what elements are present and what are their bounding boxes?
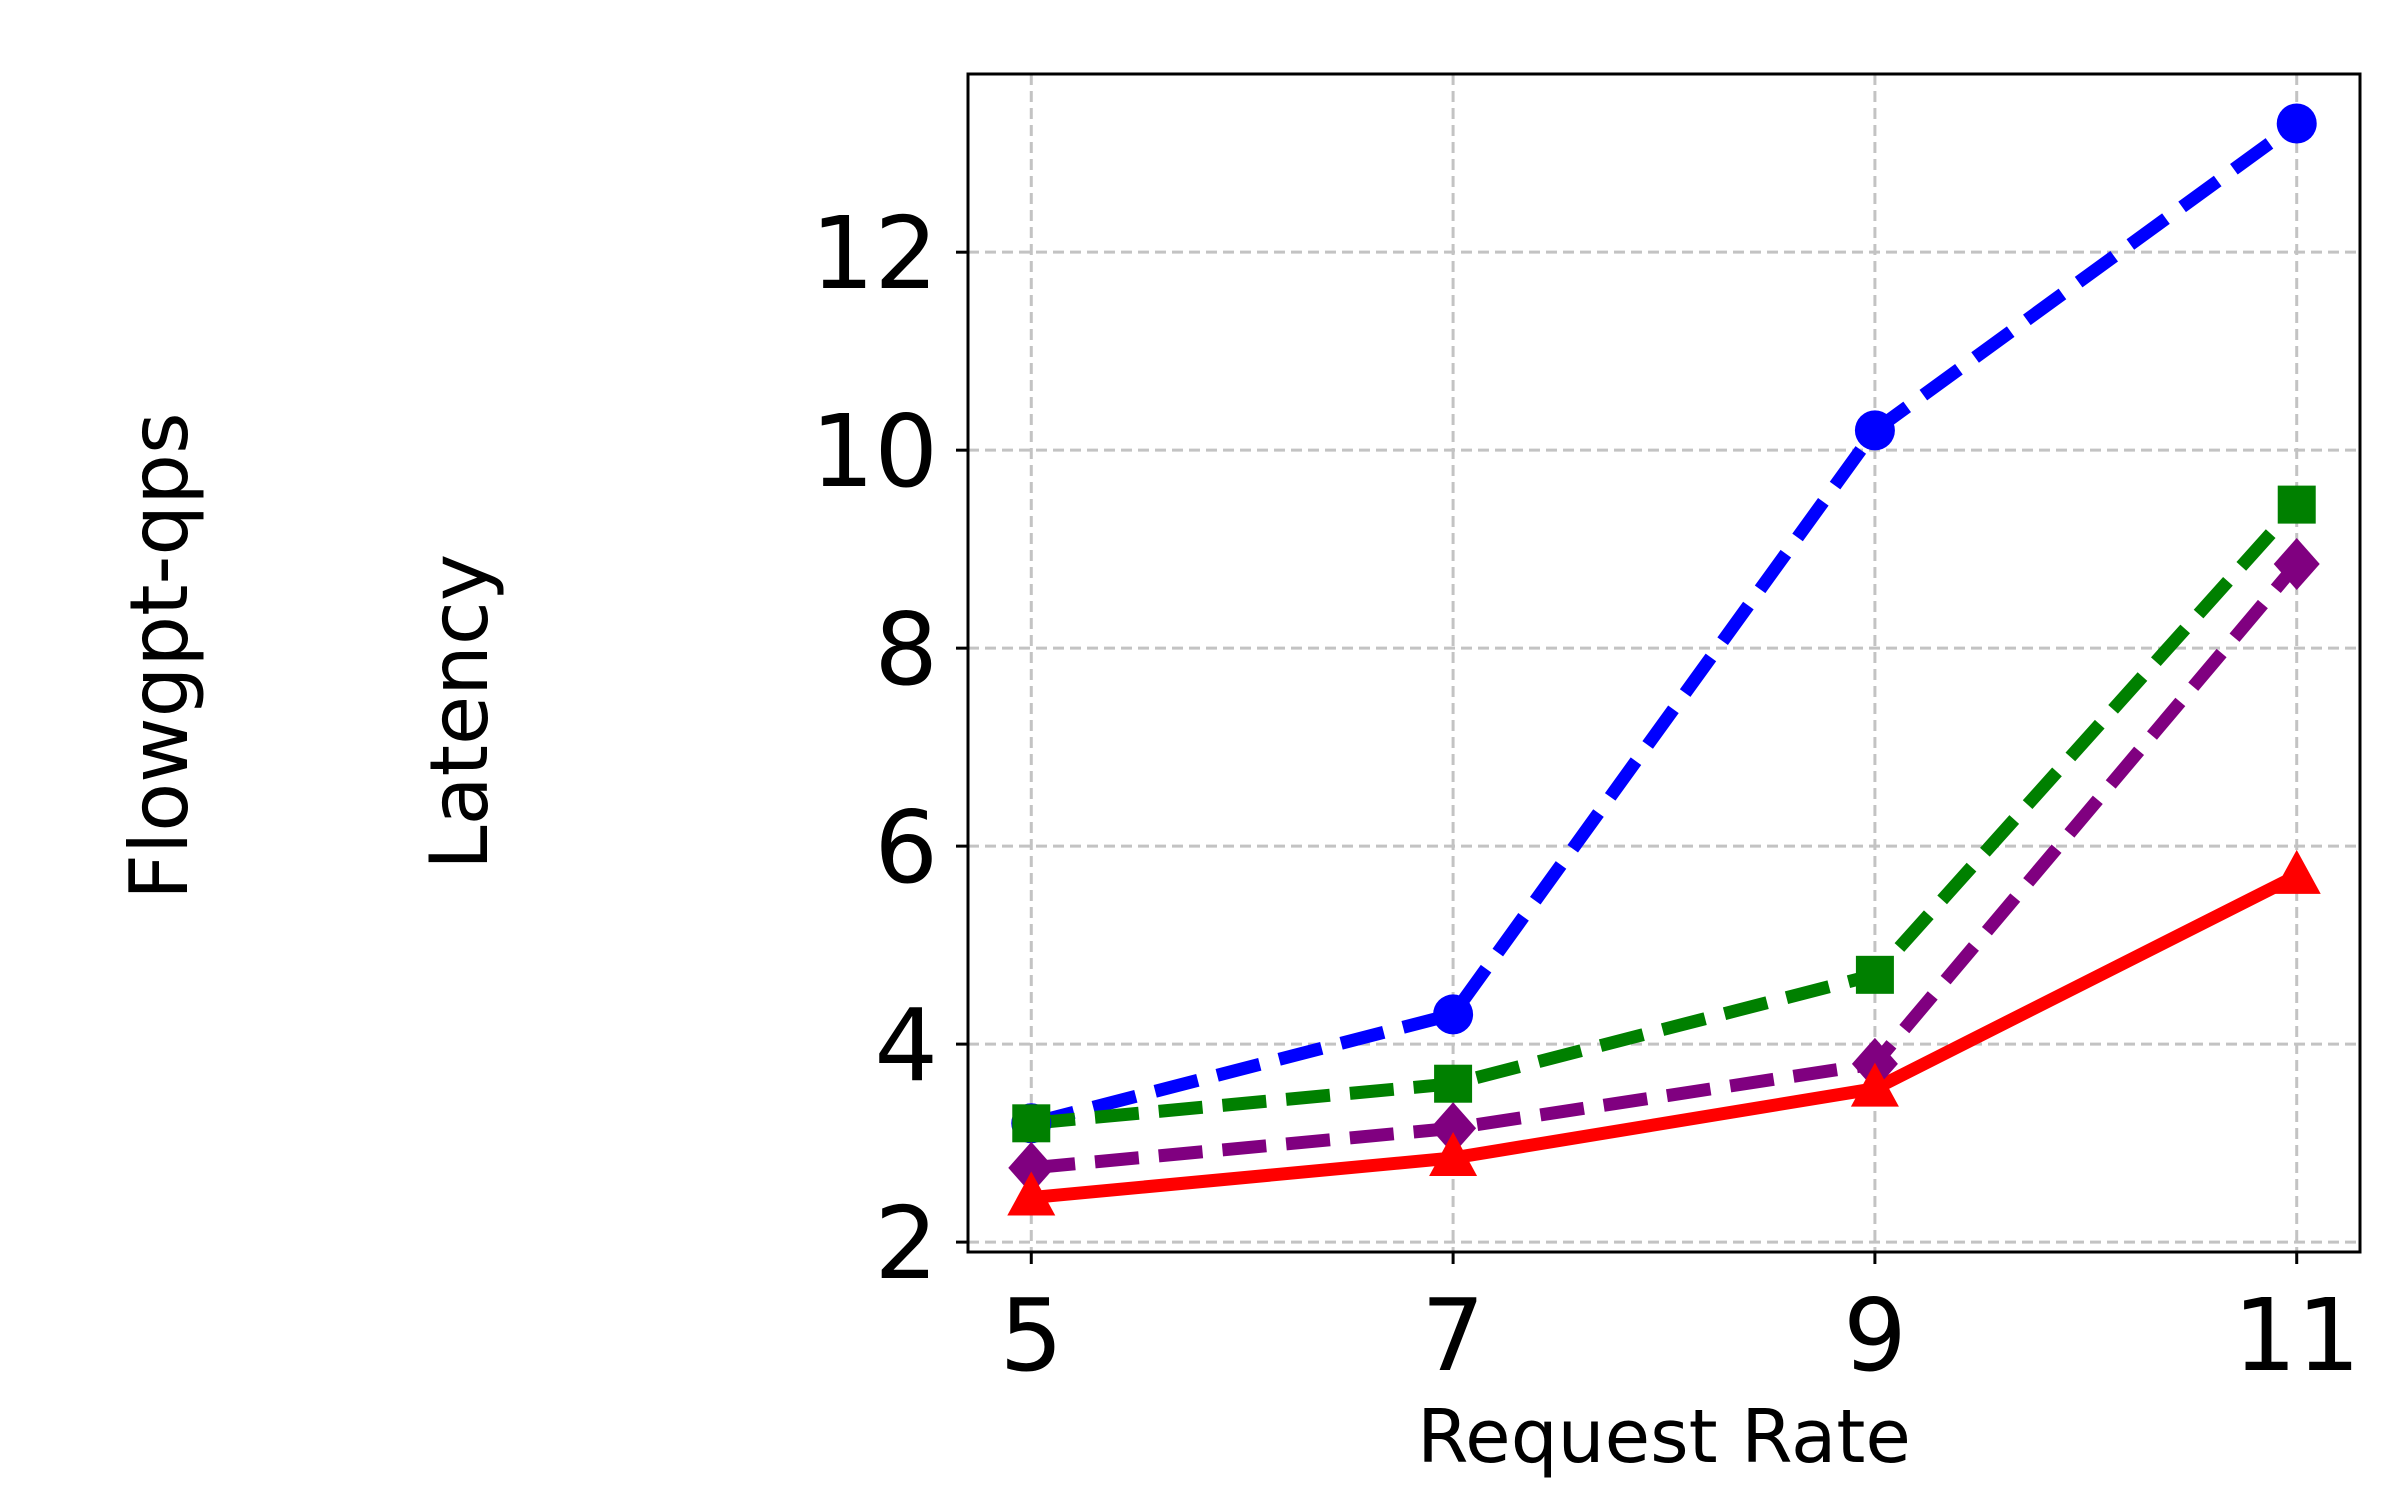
series-0-point [1854, 410, 1895, 451]
series-1-point [2277, 485, 2316, 524]
series-1-point [1434, 1064, 1473, 1103]
series-2-point [1430, 1102, 1477, 1155]
x-axis-label: Request Rate [1417, 1394, 1911, 1480]
series-3-point [1007, 1171, 1056, 1216]
y-tick-label: 4 [874, 987, 938, 1104]
x-ticks: 5 7 9 11 [999, 1252, 2360, 1394]
series-3-point [1850, 1062, 1899, 1107]
series-line-3 [1030, 870, 2300, 1205]
y-ticks: 2 4 6 8 10 12 [811, 195, 968, 1302]
plot-frame [966, 72, 2362, 1254]
grid [968, 74, 2360, 1252]
series-1-point [1855, 955, 1894, 994]
series-line-0 [1029, 118, 2301, 1130]
row-label: Flowgpt-qps [113, 412, 206, 900]
markers [1007, 103, 2321, 1216]
x-tick-label: 7 [1421, 1277, 1485, 1394]
series-1-point [1012, 1104, 1051, 1143]
series-lines [1029, 118, 2302, 1205]
series-0-point [2276, 103, 2317, 144]
metric-label: Latency [413, 553, 506, 870]
y-tick-label: 10 [811, 393, 938, 510]
y-tick-label: 6 [874, 789, 938, 906]
series-2-point [1008, 1141, 1055, 1194]
series-2-point [2273, 538, 2320, 591]
x-tick-label: 5 [999, 1277, 1063, 1394]
y-tick-label: 2 [874, 1185, 938, 1302]
series-3-point [2272, 849, 2321, 894]
x-tick-label: 11 [2233, 1277, 2360, 1394]
x-tick-label: 9 [1843, 1277, 1907, 1394]
y-tick-label: 8 [874, 591, 938, 708]
series-line-1 [1030, 500, 2302, 1130]
series-line-2 [1030, 559, 2302, 1175]
series-0-point [1433, 994, 1474, 1035]
series-3-point [1429, 1131, 1478, 1176]
y-tick-label: 12 [811, 195, 938, 312]
